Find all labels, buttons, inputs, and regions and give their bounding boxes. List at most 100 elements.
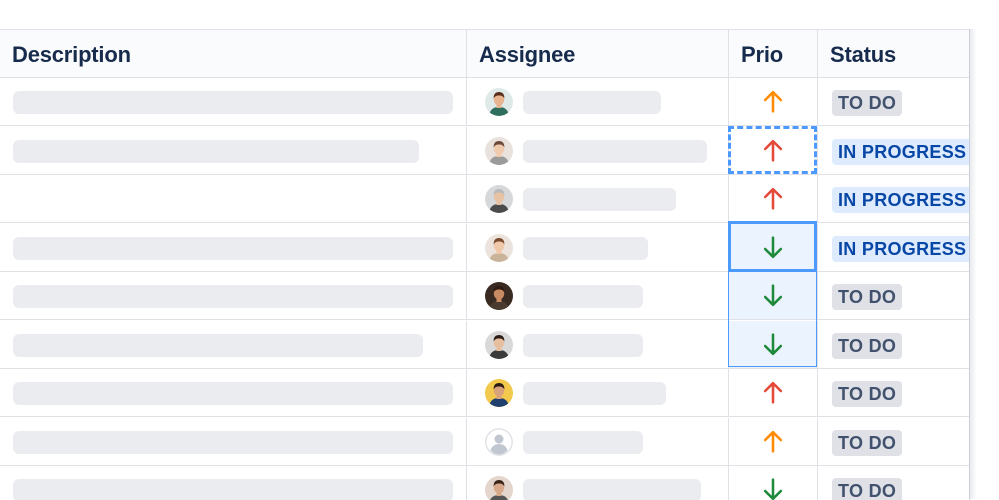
priority-cell[interactable] bbox=[728, 223, 817, 271]
description-cell[interactable] bbox=[0, 369, 466, 416]
column-header-description[interactable]: Description bbox=[0, 30, 466, 77]
assignee-name-placeholder bbox=[523, 236, 648, 260]
description-placeholder bbox=[13, 236, 453, 260]
priority-cell[interactable] bbox=[728, 369, 817, 416]
column-header-prio-label: Prio bbox=[741, 42, 783, 67]
description-placeholder bbox=[13, 285, 453, 308]
priority-high-arrow-up-icon bbox=[763, 139, 783, 162]
priority-cell[interactable] bbox=[728, 126, 817, 174]
table-row: TO DO bbox=[0, 417, 969, 466]
status-cell[interactable]: TO DO bbox=[817, 78, 969, 125]
status-cell[interactable]: TO DO bbox=[817, 417, 969, 465]
priority-high-arrow-up-icon bbox=[763, 381, 783, 404]
status-badge: TO DO bbox=[832, 429, 903, 456]
priority-low-arrow-down-icon bbox=[763, 332, 783, 355]
default-avatar-icon bbox=[485, 427, 513, 456]
assignee-name-placeholder bbox=[523, 285, 643, 308]
status-badge: TO DO bbox=[832, 381, 903, 407]
description-placeholder bbox=[13, 139, 419, 163]
avatar bbox=[485, 330, 513, 359]
description-cell[interactable] bbox=[0, 418, 466, 465]
assignee-cell[interactable] bbox=[466, 272, 728, 319]
priority-low-arrow-down-icon bbox=[763, 235, 783, 258]
status-badge: TO DO bbox=[832, 478, 903, 500]
assignee-cell[interactable] bbox=[466, 223, 728, 271]
assignee-cell[interactable] bbox=[466, 466, 728, 500]
description-cell[interactable] bbox=[0, 127, 466, 174]
description-cell[interactable] bbox=[0, 175, 466, 222]
priority-cell[interactable] bbox=[728, 320, 817, 368]
description-placeholder bbox=[13, 91, 453, 114]
assignee-name-placeholder bbox=[523, 333, 643, 357]
column-header-status[interactable]: Status bbox=[817, 30, 969, 77]
column-header-prio[interactable]: Prio bbox=[728, 30, 817, 77]
priority-cell[interactable] bbox=[728, 78, 817, 125]
description-placeholder bbox=[13, 382, 453, 405]
status-badge: TO DO bbox=[832, 90, 903, 116]
assignee-name-placeholder bbox=[523, 188, 676, 211]
description-placeholder bbox=[13, 430, 453, 454]
table-row: IN PROGRESS bbox=[0, 175, 969, 223]
priority-low-arrow-down-icon bbox=[763, 284, 783, 307]
priority-low-arrow-down-icon bbox=[763, 478, 783, 500]
description-cell[interactable] bbox=[0, 321, 466, 368]
status-cell[interactable]: IN PROGRESS bbox=[817, 223, 969, 271]
assignee-name-placeholder bbox=[523, 91, 661, 114]
priority-cell[interactable] bbox=[728, 417, 817, 465]
priority-high-arrow-up-icon bbox=[763, 187, 783, 210]
assignee-cell[interactable] bbox=[466, 175, 728, 222]
avatar bbox=[485, 88, 513, 116]
assignee-cell[interactable] bbox=[466, 320, 728, 368]
priority-cell[interactable] bbox=[728, 272, 817, 319]
table-row: TO DO bbox=[0, 272, 969, 320]
description-placeholder bbox=[13, 479, 453, 500]
priority-cell[interactable] bbox=[728, 175, 817, 222]
table-row: TO DO bbox=[0, 78, 969, 126]
assignee-cell[interactable] bbox=[466, 78, 728, 125]
description-cell[interactable] bbox=[0, 224, 466, 271]
table-row: IN PROGRESS bbox=[0, 223, 969, 272]
assignee-name-placeholder bbox=[523, 139, 707, 163]
table-row: TO DO bbox=[0, 466, 969, 500]
status-cell[interactable]: IN PROGRESS bbox=[817, 126, 969, 174]
status-badge: IN PROGRESS bbox=[832, 235, 969, 262]
description-cell[interactable] bbox=[0, 466, 466, 500]
status-badge: TO DO bbox=[832, 284, 903, 310]
status-cell[interactable]: TO DO bbox=[817, 369, 969, 416]
assignee-name-placeholder bbox=[523, 382, 666, 405]
status-badge: IN PROGRESS bbox=[832, 187, 969, 213]
column-header-assignee-label: Assignee bbox=[479, 42, 576, 67]
column-header-assignee[interactable]: Assignee bbox=[466, 30, 728, 77]
avatar bbox=[485, 233, 513, 262]
table-row: TO DO bbox=[0, 320, 969, 369]
issue-table: Description Assignee Prio Status TO DO I… bbox=[0, 29, 970, 500]
status-badge: TO DO bbox=[832, 332, 903, 359]
scroll-shadow bbox=[969, 29, 977, 499]
assignee-cell[interactable] bbox=[466, 126, 728, 174]
assignee-cell[interactable] bbox=[466, 369, 728, 416]
description-cell[interactable] bbox=[0, 78, 466, 125]
status-cell[interactable]: IN PROGRESS bbox=[817, 175, 969, 222]
priority-cell[interactable] bbox=[728, 466, 817, 500]
description-cell[interactable] bbox=[0, 272, 466, 319]
status-cell[interactable]: TO DO bbox=[817, 320, 969, 368]
column-header-description-label: Description bbox=[12, 42, 131, 67]
avatar bbox=[485, 476, 513, 500]
priority-high-arrow-up-icon bbox=[763, 430, 783, 453]
priority-high-arrow-up-icon bbox=[763, 90, 783, 113]
description-placeholder bbox=[13, 333, 423, 357]
avatar bbox=[485, 379, 513, 407]
table-row: IN PROGRESS bbox=[0, 126, 969, 175]
avatar bbox=[485, 282, 513, 310]
assignee-name-placeholder bbox=[523, 430, 643, 454]
status-badge: IN PROGRESS bbox=[832, 138, 969, 165]
assignee-name-placeholder bbox=[523, 479, 701, 500]
avatar bbox=[485, 185, 513, 213]
avatar bbox=[485, 136, 513, 165]
status-cell[interactable]: TO DO bbox=[817, 466, 969, 500]
table-row: TO DO bbox=[0, 369, 969, 417]
status-cell[interactable]: TO DO bbox=[817, 272, 969, 319]
assignee-cell[interactable] bbox=[466, 417, 728, 465]
table-header-row: Description Assignee Prio Status bbox=[0, 30, 969, 78]
column-header-status-label: Status bbox=[830, 42, 897, 67]
